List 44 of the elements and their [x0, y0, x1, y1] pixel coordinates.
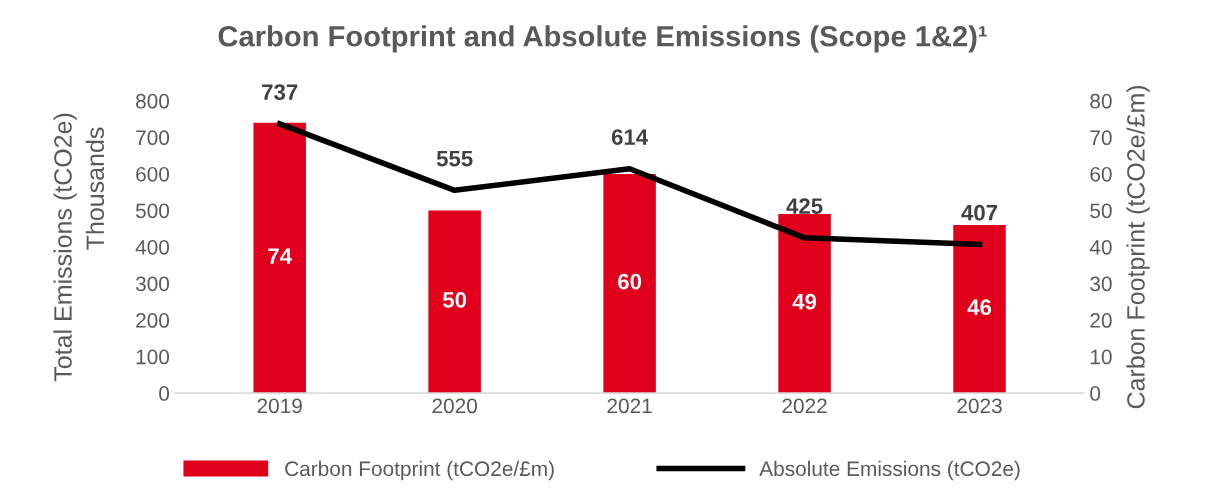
y-tick-label: 700: [136, 130, 170, 146]
legend-label: Absolute Emissions (tCO2e): [759, 460, 1020, 481]
y-tick-label: 0: [159, 386, 170, 401]
y2-tick-label: 40: [1089, 239, 1112, 255]
data-label: 74: [268, 248, 292, 264]
bar: [428, 210, 481, 394]
x-tick-label: 2019: [257, 398, 302, 414]
y-axis-title: Total Emissions (tCO2e): [53, 113, 77, 382]
y2-tick-label: 20: [1090, 313, 1112, 328]
x-tick-label: 2023: [957, 398, 1002, 414]
data-label: 614: [611, 129, 649, 145]
y2-tick-label: 50: [1090, 203, 1112, 219]
bar: [253, 122, 306, 394]
y-tick-label: 200: [136, 313, 170, 328]
data-label: 60: [618, 273, 642, 290]
y2-tick-label: 60: [1090, 166, 1112, 182]
bar: [603, 173, 656, 394]
y2-tick-label: 0: [1090, 386, 1101, 401]
y-tick-label: 100: [136, 349, 170, 365]
bar: [953, 225, 1006, 394]
y2-tick-label: 80: [1090, 93, 1112, 109]
data-label: 50: [442, 292, 467, 308]
data-label: 407: [961, 204, 998, 221]
chart-title: Carbon Footprint and Absolute Emissions (Scope 1&2)¹: [218, 25, 987, 53]
y2-tick-label: 30: [1090, 276, 1112, 292]
y-tick-label: 800: [136, 93, 170, 109]
x-tick-label: 2020: [432, 398, 478, 414]
y2-tick-label: 70: [1090, 130, 1112, 146]
y2-axis-title: Carbon Footprint (tCO2e/£m): [1126, 85, 1150, 409]
x-tick-label: 2022: [782, 398, 827, 414]
x-tick-label: 2021: [607, 398, 652, 414]
y-tick-label: 600: [136, 166, 170, 182]
data-label: 49: [792, 293, 817, 310]
data-label: 555: [436, 150, 473, 167]
bar: [778, 214, 831, 394]
y2-tick-label: 10: [1090, 349, 1112, 365]
y-tick-label: 400: [135, 239, 170, 255]
y-tick-label: 300: [135, 276, 170, 292]
text: Thousands: [85, 127, 105, 250]
data-label: 46: [967, 299, 992, 316]
data-label: 737: [262, 84, 298, 101]
legend-label: Carbon Footprint (tCO2e/£m): [285, 460, 554, 481]
y-tick-label: 500: [135, 203, 170, 219]
data-label: 425: [786, 198, 823, 214]
